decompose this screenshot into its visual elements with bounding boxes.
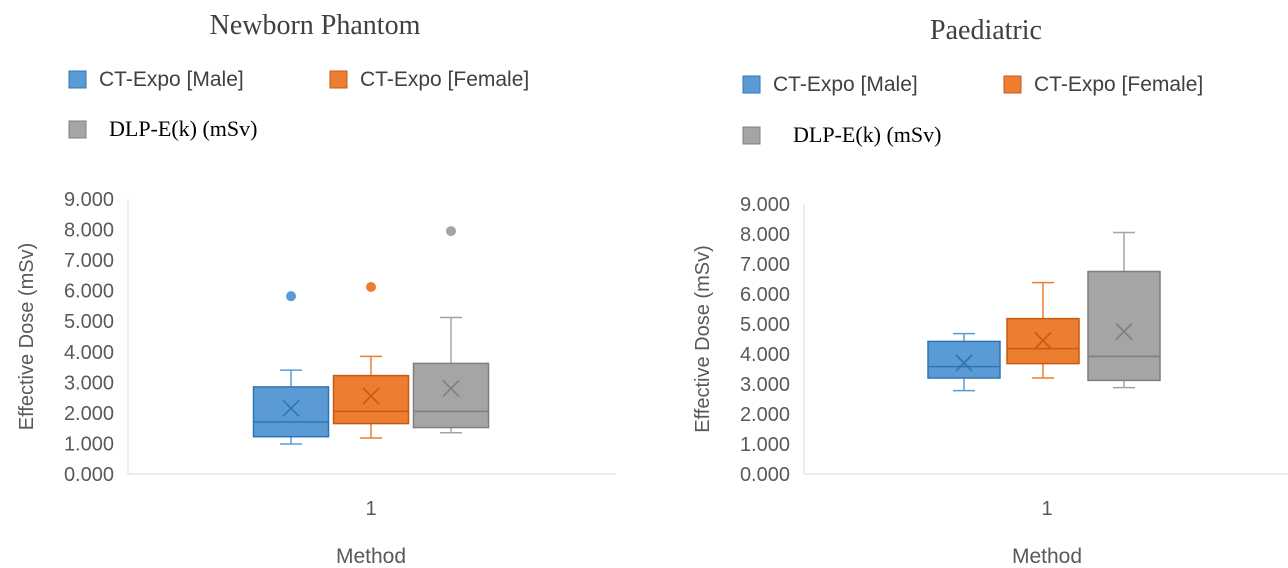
legend-swatch: [329, 70, 348, 89]
y-tick-label: 0.000: [64, 464, 114, 486]
legend-item: CT-Expo [Female]: [329, 68, 529, 91]
x-axis-title: Method: [1012, 545, 1082, 568]
y-tick-label: 8.000: [740, 224, 790, 246]
y-tick-label: 0.000: [740, 464, 790, 486]
box: [927, 340, 1001, 379]
y-tick-label: 4.000: [64, 342, 114, 364]
box-series: [927, 332, 1001, 392]
box-series: [1006, 281, 1080, 379]
mean-marker: [282, 399, 300, 417]
box-series: [332, 282, 410, 439]
y-axis-title: Effective Dose (mSv): [692, 245, 714, 432]
mean-marker: [442, 379, 460, 398]
mean-marker: [1115, 322, 1133, 341]
chart-title: Newborn Phantom: [210, 10, 421, 41]
y-tick-label: 2.000: [740, 404, 790, 426]
y-tick-label: 2.000: [64, 403, 114, 425]
legend-item: CT-Expo [Male]: [742, 73, 918, 96]
chart-title: Paediatric: [930, 15, 1042, 46]
mean-marker: [1034, 331, 1052, 350]
legend-swatch: [742, 75, 761, 94]
y-tick-label: 7.000: [64, 250, 114, 272]
box: [1087, 270, 1161, 382]
legend-item: DLP-E(k) (mSv): [68, 116, 257, 141]
y-tick-label: 1.000: [64, 433, 114, 455]
legend-label: CT-Expo [Male]: [99, 68, 244, 91]
legend-item: CT-Expo [Male]: [68, 68, 244, 91]
outlier-point: [446, 226, 456, 237]
box: [252, 386, 330, 438]
legend-swatch: [68, 70, 87, 89]
x-tick-label: 1: [365, 498, 376, 520]
box: [332, 374, 410, 425]
legend-item: DLP-E(k) (mSv): [742, 122, 941, 147]
y-tick-label: 5.000: [64, 311, 114, 333]
y-tick-label: 5.000: [740, 314, 790, 336]
legend-item: CT-Expo [Female]: [1003, 73, 1203, 96]
legend-swatch: [68, 120, 87, 139]
y-tick-label: 3.000: [740, 374, 790, 396]
y-tick-label: 9.000: [64, 189, 114, 211]
legend-label: CT-Expo [Male]: [773, 73, 918, 96]
legend-label: DLP-E(k) (mSv): [109, 116, 257, 141]
mean-marker: [362, 387, 380, 405]
y-axis-title: Effective Dose (mSv): [16, 243, 38, 430]
y-tick-label: 6.000: [740, 284, 790, 306]
y-tick-label: 6.000: [64, 281, 114, 303]
box: [412, 362, 490, 429]
box-series: [1087, 231, 1161, 389]
y-tick-label: 3.000: [64, 372, 114, 394]
legend-swatch: [742, 126, 761, 145]
box-series: [252, 291, 330, 445]
outlier-point: [366, 282, 376, 292]
legend-label: CT-Expo [Female]: [360, 68, 529, 91]
mean-marker: [955, 354, 973, 372]
y-tick-label: 7.000: [740, 254, 790, 276]
legend-label: CT-Expo [Female]: [1034, 73, 1203, 96]
chart-panel-1: Newborn Phantom CT-Expo [Male] CT-Expo [Fe…: [16, 10, 616, 568]
y-tick-label: 8.000: [64, 220, 114, 242]
y-tick-label: 4.000: [740, 344, 790, 366]
outlier-point: [286, 291, 296, 302]
x-axis-title: Method: [336, 545, 406, 568]
y-tick-label: 1.000: [740, 434, 790, 456]
legend-swatch: [1003, 75, 1022, 94]
box-series: [412, 226, 490, 434]
y-tick-label: 9.000: [740, 194, 790, 216]
x-tick-label: 1: [1041, 498, 1052, 520]
chart-panel-2: Paediatric CT-Expo [Male] CT-Expo [Female]…: [692, 15, 1288, 568]
legend-label: DLP-E(k) (mSv): [793, 122, 941, 147]
